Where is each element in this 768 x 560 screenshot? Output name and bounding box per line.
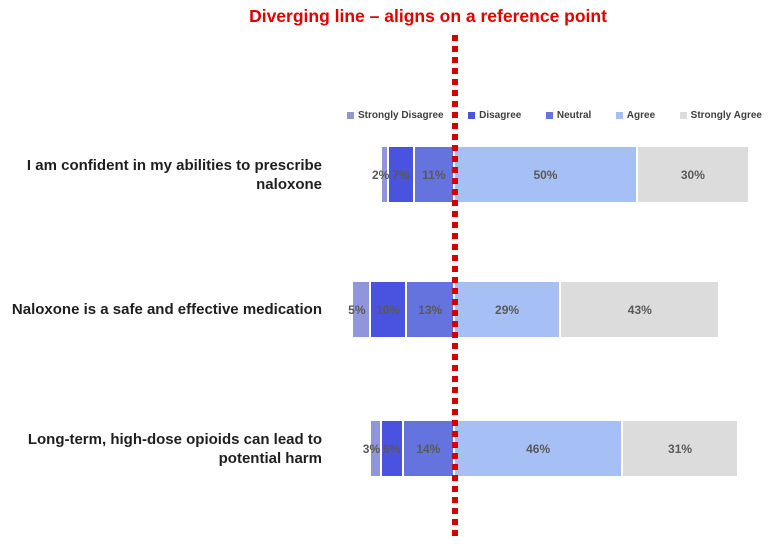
bar-segment: 30% bbox=[637, 147, 748, 202]
segment-value-label: 7% bbox=[392, 167, 410, 182]
segment-value-label: 46% bbox=[526, 441, 551, 456]
bar-segment: 5% bbox=[348, 282, 371, 337]
bar-segment: 7% bbox=[389, 147, 415, 202]
segment-value-label: 3% bbox=[362, 441, 381, 456]
segment-value-label: 31% bbox=[668, 441, 693, 456]
segment-value-label: 6% bbox=[383, 441, 401, 456]
segment-value-label: 29% bbox=[495, 302, 520, 317]
legend-item-2: Neutral bbox=[545, 110, 592, 121]
bar-row: 2% 7% 11% 50% 30% bbox=[372, 147, 748, 202]
chart-title: Diverging line – aligns on a reference p… bbox=[249, 6, 607, 26]
legend-swatch-icon bbox=[545, 112, 553, 119]
segment-value-label: 13% bbox=[418, 302, 443, 317]
bar-segment: 29% bbox=[454, 282, 562, 337]
legend-item-1: Disagree bbox=[468, 110, 521, 121]
bar-segment: 6% bbox=[381, 421, 404, 476]
legend-label: Strongly Agree bbox=[690, 110, 762, 121]
segment-value-label: 5% bbox=[348, 302, 366, 317]
bar-segment: 10% bbox=[370, 282, 408, 337]
bar-segment: 11% bbox=[414, 147, 455, 202]
chart-legend: Strongly Disagree Disagree Neutral Agree Str… bbox=[347, 110, 762, 121]
segment-value-label: 11% bbox=[422, 167, 446, 182]
legend-swatch-icon bbox=[347, 112, 354, 119]
segment-value-label: 10% bbox=[376, 302, 401, 317]
bar-segment: 31% bbox=[623, 421, 737, 476]
legend-item-0: Strongly Disagree bbox=[347, 110, 444, 121]
legend-item-4: Strongly Agree bbox=[679, 110, 762, 121]
legend-item-3: Agree bbox=[615, 110, 656, 121]
bar-segment: 2% bbox=[372, 147, 389, 202]
bar-segment: 13% bbox=[407, 282, 455, 337]
segment-value-label: 14% bbox=[416, 441, 441, 456]
segment-value-label: 43% bbox=[627, 302, 652, 317]
bar-segment: 46% bbox=[454, 421, 624, 476]
category-label: I am confident in my abilities to prescr… bbox=[26, 156, 322, 193]
bar-row: 3% 6% 14% 46% 31% bbox=[363, 421, 737, 476]
legend-swatch-icon bbox=[468, 112, 476, 119]
bar-segment: 43% bbox=[561, 282, 719, 337]
legend-swatch-icon bbox=[615, 112, 623, 119]
legend-label: Agree bbox=[626, 110, 656, 121]
bar-segment: 14% bbox=[403, 421, 455, 476]
bar-segment: 50% bbox=[454, 147, 638, 202]
legend-swatch-icon bbox=[679, 112, 687, 119]
bar-segment: 3% bbox=[363, 421, 382, 476]
category-label: Long-term, high-dose opioids can lead to… bbox=[27, 430, 322, 467]
category-label: Naloxone is a safe and effective medicat… bbox=[11, 301, 322, 318]
legend-label: Strongly Disagree bbox=[358, 110, 444, 121]
legend-label: Neutral bbox=[556, 110, 592, 121]
segment-value-label: 2% bbox=[371, 167, 390, 182]
segment-value-label: 50% bbox=[533, 167, 558, 182]
bar-row: 5% 10% 13% 29% 43% bbox=[348, 282, 719, 337]
legend-label: Disagree bbox=[479, 110, 522, 121]
segment-value-label: 30% bbox=[680, 167, 705, 182]
reference-dotted-line bbox=[452, 35, 458, 541]
